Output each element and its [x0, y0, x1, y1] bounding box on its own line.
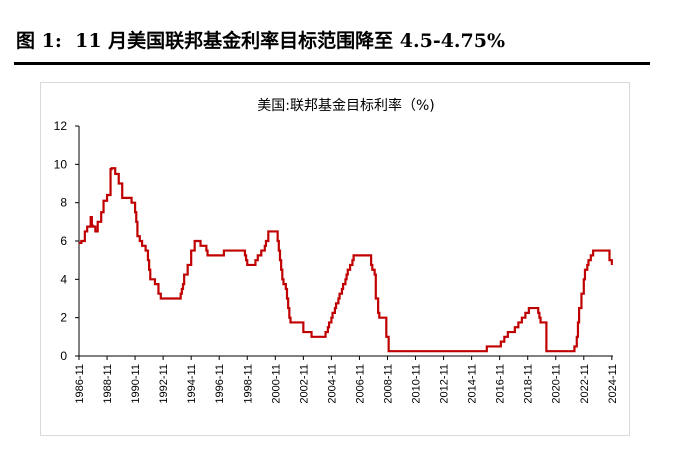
x-tick-label-1998-11: 1998-11 — [242, 364, 254, 404]
x-tick-label-2012-11: 2012-11 — [439, 364, 451, 404]
chart-title: 美国:联邦基金目标利率（%) — [257, 97, 434, 114]
x-tick-label-2000-11: 2000-11 — [270, 364, 282, 404]
y-tick-label-6: 6 — [60, 234, 67, 248]
x-tick-label-2004-11: 2004-11 — [326, 364, 338, 404]
x-tick-label-2024-11: 2024-11 — [607, 364, 619, 404]
y-tick-label-2: 2 — [60, 311, 67, 325]
y-tick-label-10: 10 — [54, 157, 68, 171]
y-tick-label-12: 12 — [54, 119, 68, 133]
x-tick-label-1992-11: 1992-11 — [158, 364, 170, 404]
chart-frame: 美国:联邦基金目标利率（%) 0 2 4 6 8 10 12 1986-11 1988-11 199… — [40, 82, 630, 436]
figure-title-text: 11 月美国联邦基金利率目标范围降至 4.5-4.75% — [75, 30, 506, 52]
x-tick-label-2010-11: 2010-11 — [411, 364, 423, 404]
x-tick-label-2020-11: 2020-11 — [551, 364, 563, 404]
x-tick-label-2008-11: 2008-11 — [382, 364, 394, 404]
title-underline — [14, 62, 650, 65]
x-tick-label-2006-11: 2006-11 — [354, 364, 366, 404]
series-line-0 — [79, 167, 613, 353]
x-tick-label-1990-11: 1990-11 — [130, 364, 142, 404]
x-tick-label-2022-11: 2022-11 — [579, 364, 591, 404]
x-tick-label-1994-11: 1994-11 — [186, 364, 198, 404]
y-tick-label-8: 8 — [60, 196, 67, 210]
figure-title: 图 1: 11 月美国联邦基金利率目标范围降至 4.5-4.75% — [16, 26, 505, 53]
x-tick-label-2014-11: 2014-11 — [467, 364, 479, 404]
fed-funds-rate-chart: 美国:联邦基金目标利率（%) 0 2 4 6 8 10 12 1986-11 1988-11 199… — [54, 97, 619, 404]
y-tick-label-4: 4 — [60, 272, 67, 286]
x-tick-label-1988-11: 1988-11 — [102, 364, 114, 404]
y-tick-label-0: 0 — [60, 349, 67, 363]
x-tick-label-2016-11: 2016-11 — [495, 364, 507, 404]
x-tick-label-1986-11: 1986-11 — [74, 364, 86, 404]
x-tick-label-2002-11: 2002-11 — [298, 364, 310, 404]
x-tick-label-2018-11: 2018-11 — [523, 364, 535, 404]
x-tick-label-1996-11: 1996-11 — [214, 364, 226, 404]
figure-label: 图 1: — [16, 30, 62, 52]
